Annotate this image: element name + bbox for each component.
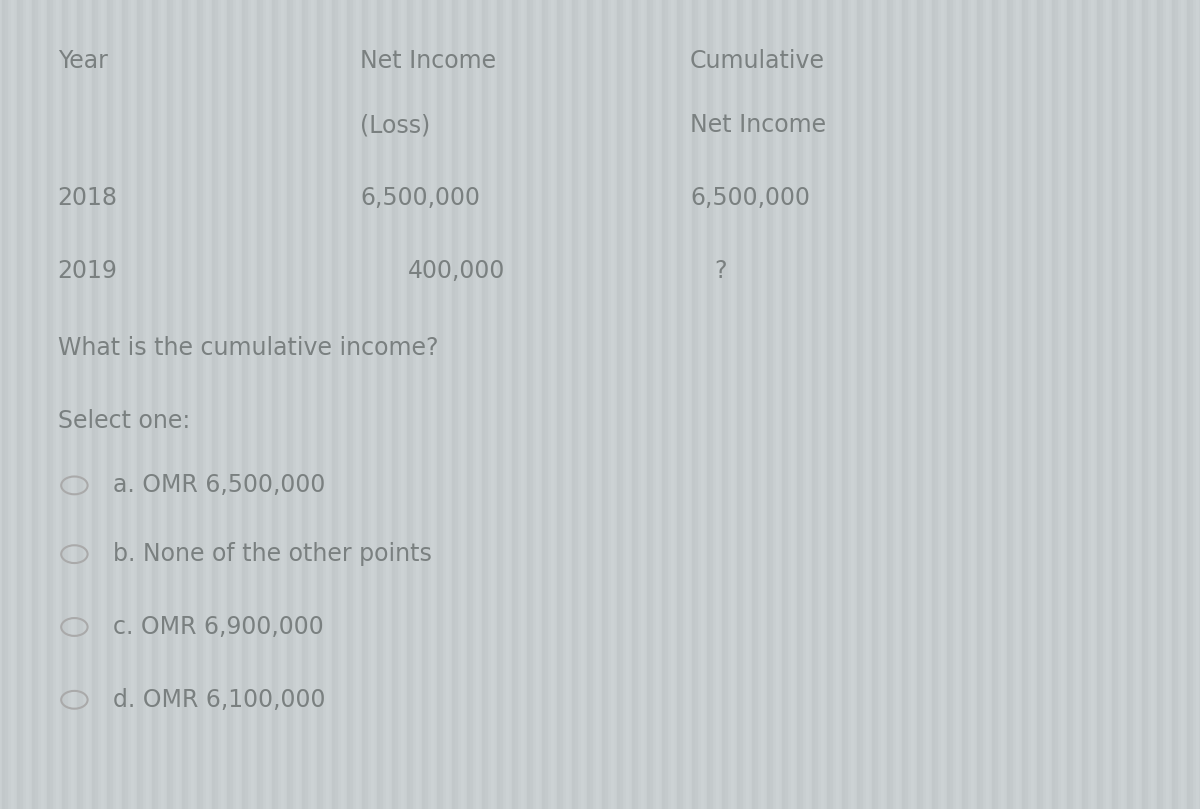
Text: 400,000: 400,000 — [408, 259, 505, 283]
Text: Year: Year — [58, 49, 108, 73]
Text: 2018: 2018 — [58, 186, 118, 210]
Text: c. OMR 6,900,000: c. OMR 6,900,000 — [113, 615, 324, 639]
Text: b. None of the other points: b. None of the other points — [113, 542, 432, 566]
Text: Net Income: Net Income — [360, 49, 496, 73]
Text: d. OMR 6,100,000: d. OMR 6,100,000 — [113, 688, 325, 712]
Text: (Loss): (Loss) — [360, 113, 431, 138]
Text: a. OMR 6,500,000: a. OMR 6,500,000 — [113, 473, 325, 498]
Text: Net Income: Net Income — [690, 113, 826, 138]
Text: 2019: 2019 — [58, 259, 118, 283]
Text: 6,500,000: 6,500,000 — [360, 186, 480, 210]
Text: What is the cumulative income?: What is the cumulative income? — [58, 336, 438, 360]
Text: Select one:: Select one: — [58, 409, 190, 433]
Text: Cumulative: Cumulative — [690, 49, 826, 73]
Text: ?: ? — [714, 259, 726, 283]
Text: 6,500,000: 6,500,000 — [690, 186, 810, 210]
